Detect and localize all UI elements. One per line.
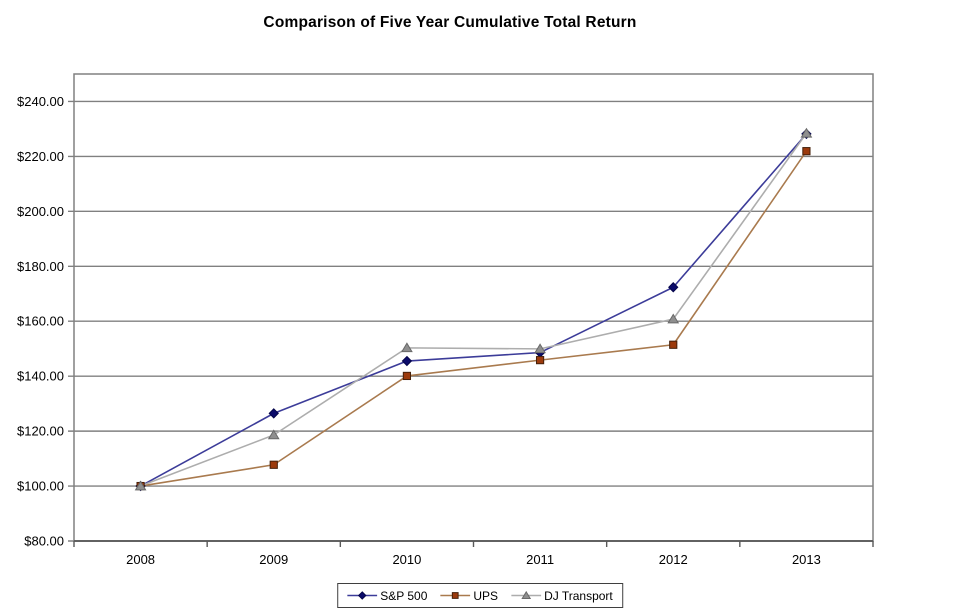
square-marker (269, 460, 278, 469)
x-axis-tick-label: 2011 (526, 552, 554, 567)
diamond-marker (357, 591, 367, 600)
legend-swatch (440, 592, 471, 599)
legend-label: UPS (473, 588, 499, 603)
legend-swatch (511, 590, 542, 600)
chart-title: Comparison of Five Year Cumulative Total… (263, 14, 637, 31)
x-axis-tick-label: 2012 (659, 552, 688, 567)
square-marker (535, 356, 545, 365)
triangle-marker (534, 343, 546, 354)
chart-legend: S&P 500 UPS DJ Transport (337, 583, 623, 608)
y-axis-tick-label: $120.00 (17, 424, 64, 439)
legend-label: DJ Transport (544, 588, 613, 603)
diamond-marker (401, 355, 413, 367)
y-axis-tick-label: $80.00 (24, 534, 64, 549)
triangle-marker (267, 429, 280, 440)
legend-swatch (347, 591, 378, 600)
legend-entry-s-p-500: S&P 500 (347, 589, 427, 603)
series-line-ups (140, 150, 808, 487)
square-marker (802, 147, 811, 156)
triangle-marker (401, 342, 413, 353)
y-axis-tick-label: $220.00 (17, 149, 64, 164)
triangle-marker (521, 590, 531, 600)
plot-area (74, 74, 873, 541)
y-axis-tick-label: $180.00 (17, 259, 64, 274)
legend-entry-ups: UPS (440, 589, 498, 603)
x-axis-tick-label: 2013 (792, 552, 821, 567)
series-line-dj-transport (140, 132, 808, 487)
y-axis-tick-label: $240.00 (17, 94, 64, 109)
diamond-marker (668, 282, 679, 293)
series-line-s-p-500 (140, 133, 808, 487)
square-marker (402, 371, 412, 381)
square-marker (669, 340, 678, 349)
triangle-marker (800, 127, 813, 138)
x-axis-tick-label: 2009 (259, 552, 288, 567)
y-axis-tick-label: $200.00 (17, 204, 64, 219)
square-marker (452, 592, 459, 599)
legend-label: S&P 500 (380, 588, 428, 603)
x-axis-tick-label: 2008 (126, 552, 155, 567)
diamond-marker (268, 408, 279, 419)
x-axis-tick-label: 2010 (392, 552, 421, 567)
triangle-marker (134, 480, 147, 491)
triangle-marker (667, 313, 680, 324)
y-axis-tick-label: $160.00 (17, 314, 64, 329)
y-axis-tick-label: $140.00 (17, 369, 64, 384)
y-axis-tick-label: $100.00 (17, 479, 64, 494)
legend-entry-dj-transport: DJ Transport (511, 589, 613, 603)
